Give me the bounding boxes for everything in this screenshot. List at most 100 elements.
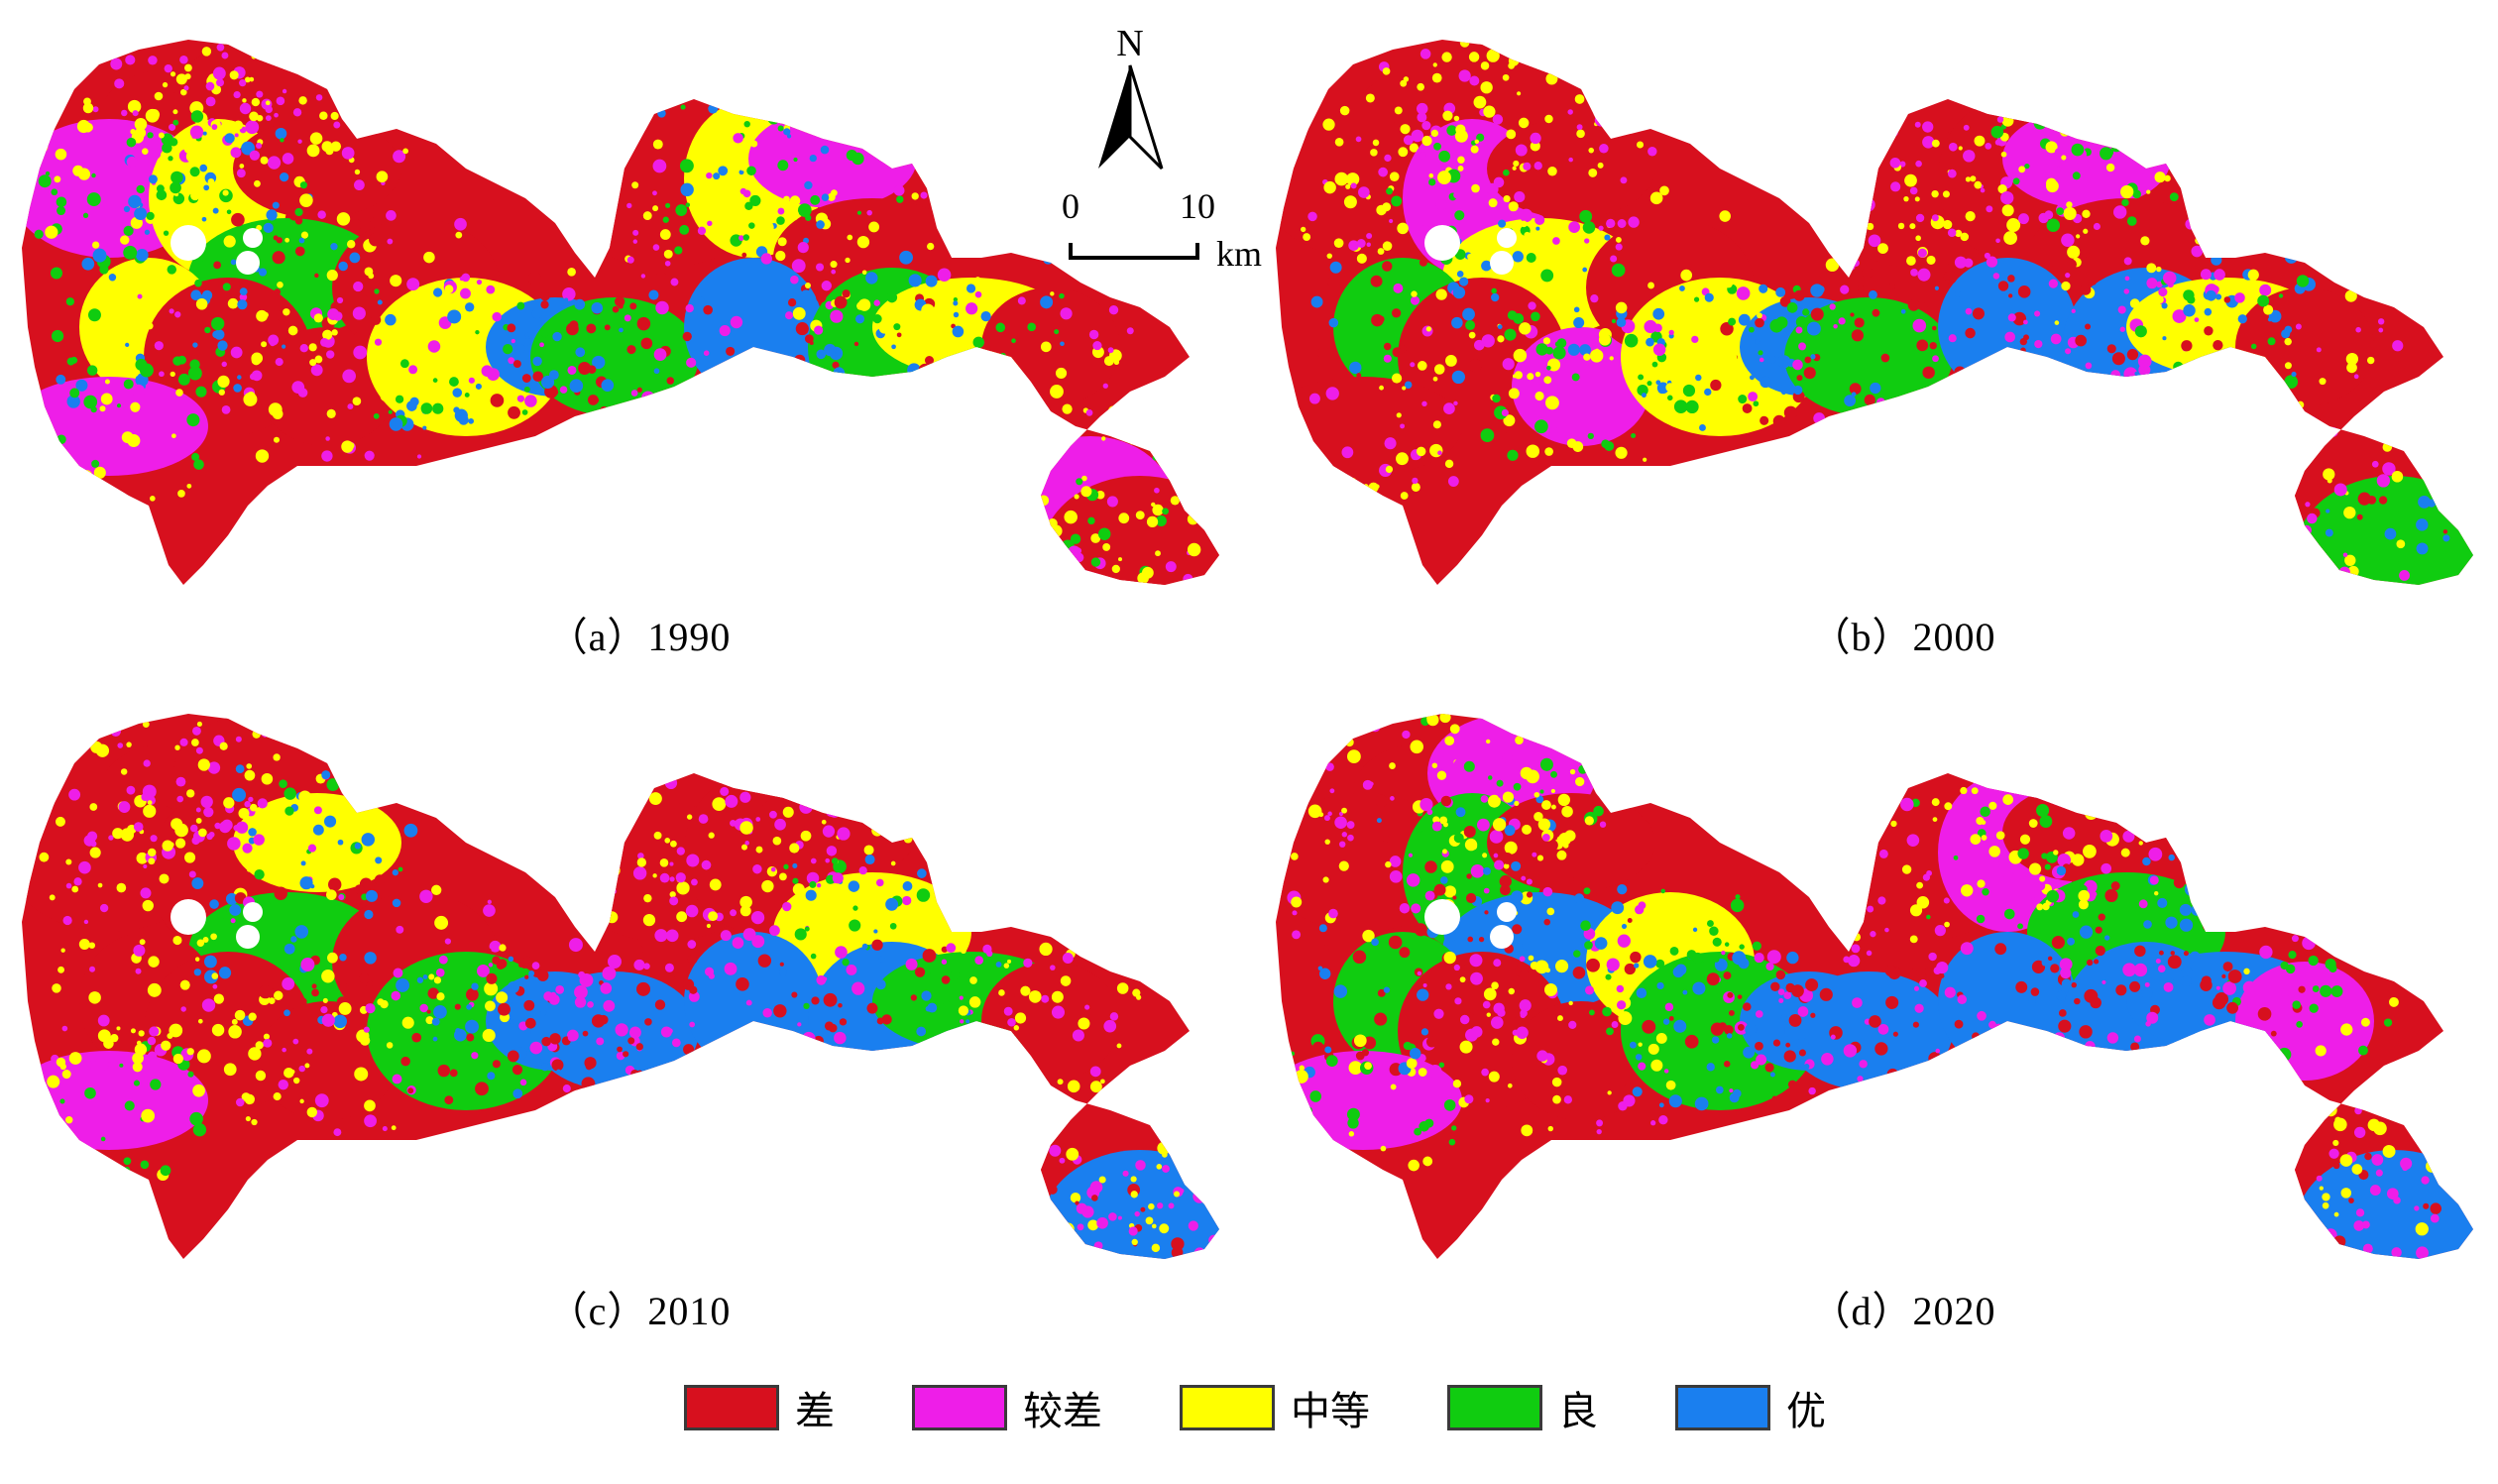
quality-speckle — [2244, 1065, 2256, 1078]
quality-speckle — [1745, 1023, 1758, 1036]
quality-speckle — [126, 156, 138, 168]
quality-speckle — [314, 355, 323, 364]
quality-speckle — [203, 807, 214, 818]
quality-speckle — [1480, 61, 1490, 70]
quality-speckle — [1712, 937, 1722, 947]
quality-speckle — [810, 279, 816, 285]
quality-speckle — [246, 763, 253, 769]
quality-speckle — [1503, 862, 1510, 869]
quality-speckle — [1974, 180, 1983, 189]
quality-speckle — [503, 343, 513, 355]
quality-speckle — [284, 806, 294, 816]
quality-speckle — [1977, 879, 1986, 888]
quality-speckle — [2106, 344, 2116, 354]
quality-speckle — [528, 970, 535, 976]
quality-speckle — [809, 880, 817, 888]
quality-speckle — [1783, 405, 1798, 419]
quality-speckle — [1867, 152, 1876, 161]
quality-speckle — [110, 57, 123, 70]
quality-speckle — [2018, 213, 2029, 225]
quality-speckle — [1400, 423, 1406, 429]
quality-speckle — [1380, 1145, 1387, 1152]
quality-speckle — [1309, 1090, 1321, 1102]
quality-speckle — [1391, 195, 1403, 207]
quality-speckle — [1370, 149, 1378, 157]
quality-speckle — [44, 1158, 49, 1164]
quality-speckle — [1377, 248, 1385, 255]
quality-speckle — [805, 889, 817, 901]
quality-speckle — [1496, 779, 1504, 787]
quality-speckle — [1851, 329, 1864, 342]
quality-speckle — [212, 207, 219, 214]
quality-speckle — [1443, 1099, 1456, 1111]
quality-speckle — [2386, 1188, 2399, 1199]
quality-speckle — [159, 371, 165, 378]
quality-speckle — [1673, 400, 1688, 414]
quality-speckle — [761, 879, 774, 893]
quality-speckle — [1846, 806, 1861, 821]
quality-speckle — [743, 120, 750, 128]
quality-speckle — [666, 377, 675, 385]
quality-speckle — [130, 401, 141, 412]
quality-speckle — [200, 795, 213, 809]
quality-speckle — [929, 400, 937, 407]
quality-speckle — [2072, 911, 2080, 918]
quality-speckle — [1889, 157, 1901, 169]
quality-speckle — [298, 790, 312, 804]
quality-speckle — [1965, 176, 1972, 182]
quality-speckle — [333, 1014, 347, 1029]
quality-speckle — [959, 995, 964, 1000]
quality-speckle — [317, 210, 326, 219]
quality-speckle — [213, 329, 225, 340]
quality-speckle — [239, 102, 252, 115]
quality-speckle — [104, 379, 110, 385]
quality-speckle — [600, 982, 613, 994]
quality-speckle — [1652, 343, 1666, 356]
quality-speckle — [2382, 442, 2393, 452]
quality-speckle — [1954, 290, 1962, 297]
quality-speckle — [2264, 386, 2273, 395]
quality-speckle — [201, 216, 207, 222]
quality-speckle — [865, 272, 878, 285]
quality-speckle — [193, 459, 204, 470]
quality-speckle — [1947, 169, 1957, 178]
quality-speckle — [1454, 210, 1465, 221]
quality-speckle — [1317, 966, 1323, 970]
quality-speckle — [2268, 392, 2273, 398]
quality-speckle — [1758, 350, 1763, 356]
quality-speckle — [1649, 191, 1663, 205]
quality-speckle — [652, 159, 667, 173]
quality-speckle — [1411, 129, 1424, 143]
quality-speckle — [1743, 1002, 1752, 1011]
quality-speckle — [2201, 316, 2212, 327]
quality-speckle — [198, 828, 207, 838]
quality-speckle — [282, 977, 295, 990]
quality-speckle — [2279, 567, 2288, 575]
quality-speckle — [1455, 124, 1466, 135]
quality-speckle — [267, 156, 282, 170]
quality-speckle — [1986, 256, 1998, 268]
quality-speckle — [453, 406, 460, 413]
quality-speckle — [154, 91, 164, 101]
quality-speckle — [263, 1038, 273, 1048]
quality-speckle — [581, 1077, 596, 1091]
quality-speckle — [1988, 801, 1997, 810]
quality-speckle — [59, 1098, 65, 1104]
quality-speckle — [752, 863, 762, 874]
quality-speckle — [757, 1049, 769, 1062]
quality-speckle — [123, 379, 134, 390]
quality-speckle — [388, 409, 393, 414]
quality-speckle — [1946, 1069, 1955, 1078]
quality-speckle — [1715, 1085, 1724, 1094]
quality-speckle — [172, 119, 179, 126]
quality-speckle — [524, 337, 532, 346]
quality-speckle — [2334, 1116, 2341, 1124]
quality-speckle — [2085, 362, 2093, 370]
quality-speckle — [1454, 997, 1462, 1005]
quality-speckle — [88, 942, 96, 949]
quality-speckle — [1480, 428, 1495, 443]
quality-speckle — [1311, 1041, 1324, 1054]
quality-speckle — [1424, 1118, 1434, 1128]
quality-speckle — [870, 1062, 881, 1073]
quality-speckle — [1125, 279, 1134, 287]
